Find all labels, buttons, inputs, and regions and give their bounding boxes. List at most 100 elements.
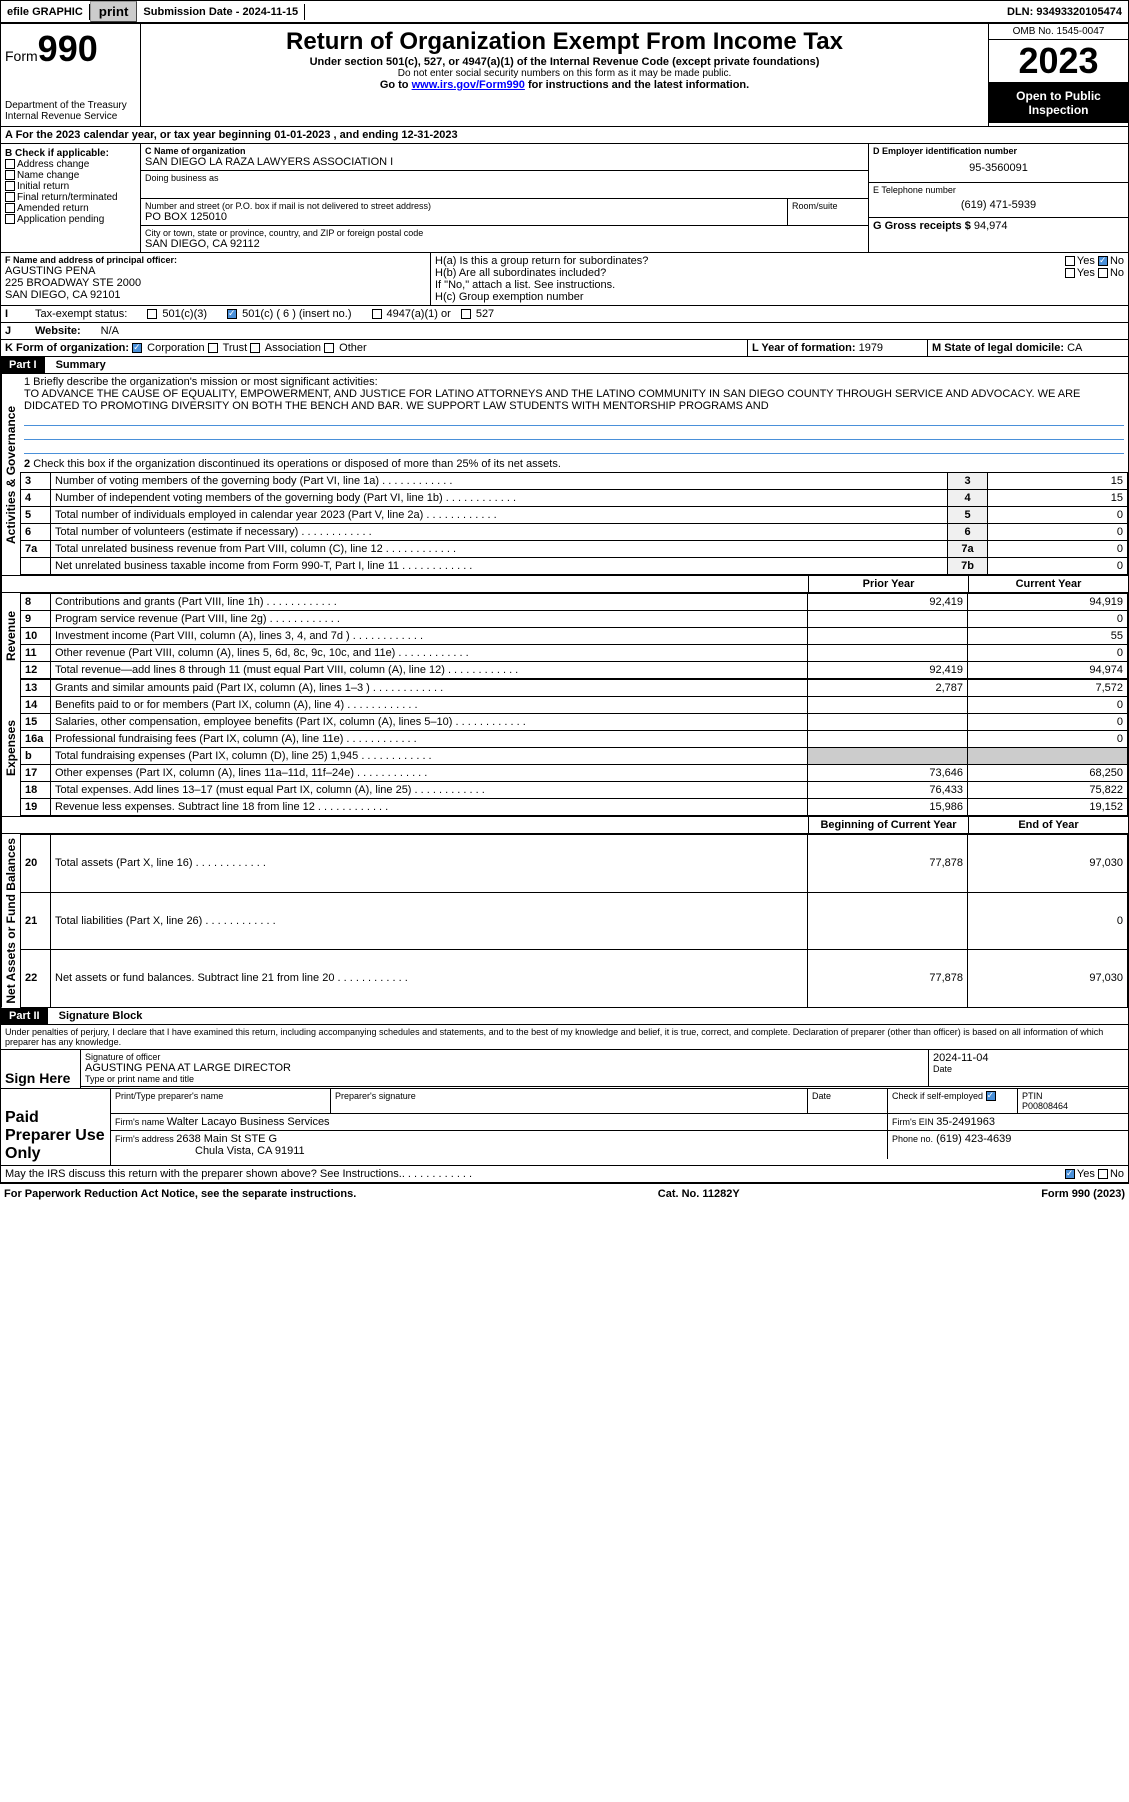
open-inspection: Open to Public Inspection [989, 83, 1128, 123]
goto-pre: Go to [380, 79, 412, 91]
prep-name-label: Print/Type preparer's name [111, 1089, 331, 1113]
dln: DLN: 93493320105474 [1001, 4, 1128, 20]
line-a-taxyear: A For the 2023 calendar year, or tax yea… [1, 127, 1128, 144]
year-formation: 1979 [859, 342, 883, 354]
box-b-label: B Check if applicable: [5, 148, 136, 159]
chk-4947[interactable] [372, 309, 382, 319]
chk-pending[interactable] [5, 214, 15, 224]
end-year-hdr: End of Year [968, 817, 1128, 833]
beg-year-hdr: Beginning of Current Year [808, 817, 968, 833]
hb-no[interactable] [1098, 268, 1108, 278]
check-se: Check if self-employed [892, 1091, 983, 1101]
vert-governance: Activities & Governance [1, 374, 20, 575]
discuss-yes[interactable] [1065, 1169, 1075, 1179]
box-d-label: D Employer identification number [873, 146, 1124, 156]
prep-sig-label: Preparer's signature [331, 1089, 808, 1113]
ptin: P00808464 [1022, 1101, 1124, 1111]
chk-corp[interactable] [132, 343, 142, 353]
box-m-label: M State of legal domicile: [932, 342, 1064, 354]
discuss-no[interactable] [1098, 1169, 1108, 1179]
sig-type: Type or print name and title [85, 1074, 924, 1084]
ein: 95-3560091 [873, 156, 1124, 180]
subtitle-1: Under section 501(c), 527, or 4947(a)(1)… [145, 56, 984, 68]
website: N/A [101, 325, 119, 337]
form-990: Form990 Department of the Treasury Inter… [0, 23, 1129, 1184]
h-a: H(a) Is this a group return for subordin… [435, 255, 1065, 267]
sig-name: AGUSTING PENA AT LARGE DIRECTOR [85, 1062, 924, 1074]
gross-receipts: 94,974 [974, 220, 1008, 232]
expenses-table: 13Grants and similar amounts paid (Part … [20, 679, 1128, 816]
chk-initial[interactable] [5, 181, 15, 191]
ha-no[interactable] [1098, 256, 1108, 266]
org-city: SAN DIEGO, CA 92112 [145, 238, 864, 250]
addr-label: Number and street (or P.O. box if mail i… [145, 201, 783, 211]
h-b: H(b) Are all subordinates included? [435, 267, 1065, 279]
chk-501c3[interactable] [147, 309, 157, 319]
chk-527[interactable] [461, 309, 471, 319]
h-c: H(c) Group exemption number [435, 291, 1124, 303]
mission-label: 1 Briefly describe the organization's mi… [24, 376, 1124, 388]
prior-year-hdr: Prior Year [808, 576, 968, 592]
irs-link[interactable]: www.irs.gov/Form990 [412, 79, 525, 91]
chk-name[interactable] [5, 170, 15, 180]
box-k-label: K Form of organization: [5, 342, 129, 354]
sig-label: Signature of officer [85, 1052, 924, 1062]
officer-addr2: SAN DIEGO, CA 92101 [5, 289, 426, 301]
h-note: If "No," attach a list. See instructions… [435, 279, 1124, 291]
room-label: Room/suite [788, 199, 868, 225]
form-label: Form [5, 48, 38, 64]
chk-other[interactable] [324, 343, 334, 353]
print-button[interactable]: print [90, 1, 138, 22]
box-j-label: Website: [35, 325, 81, 337]
netassets-table: 20Total assets (Part X, line 16)77,87897… [20, 834, 1128, 1008]
box-c-label: C Name of organization [145, 146, 864, 156]
part1-title: Summary [48, 359, 106, 371]
governance-table: 3Number of voting members of the governi… [20, 472, 1128, 575]
efile-bar: efile GRAPHIC print Submission Date - 20… [0, 0, 1129, 23]
firm-phone-label: Phone no. [892, 1134, 933, 1144]
box-b: B Check if applicable: Address change Na… [1, 144, 141, 252]
chk-self-employed[interactable] [986, 1091, 996, 1101]
prep-date-label: Date [808, 1089, 888, 1113]
form-header: Form990 Department of the Treasury Inter… [1, 24, 1128, 127]
tax-year: 2023 [989, 40, 1128, 83]
city-label: City or town, state or province, country… [145, 228, 864, 238]
omb-number: OMB No. 1545-0047 [989, 24, 1128, 40]
submission-date: Submission Date - 2024-11-15 [137, 4, 305, 20]
hb-yes[interactable] [1065, 268, 1075, 278]
chk-assoc[interactable] [250, 343, 260, 353]
officer-name: AGUSTING PENA [5, 265, 426, 277]
discuss-text: May the IRS discuss this return with the… [5, 1168, 402, 1180]
box-g-label: G Gross receipts $ [873, 220, 971, 232]
domicile: CA [1067, 342, 1082, 354]
ptin-label: PTIN [1022, 1091, 1124, 1101]
ha-yes[interactable] [1065, 256, 1075, 266]
cat-no: Cat. No. 11282Y [658, 1188, 740, 1200]
chk-501c[interactable] [227, 309, 237, 319]
box-e-label: E Telephone number [873, 185, 1124, 195]
sig-date: 2024-11-04 [933, 1052, 1124, 1064]
firm-name: Walter Lacayo Business Services [167, 1116, 330, 1128]
chk-final[interactable] [5, 192, 15, 202]
chk-address[interactable] [5, 159, 15, 169]
line2: Check this box if the organization disco… [33, 458, 561, 470]
form-title: Return of Organization Exempt From Incom… [145, 28, 984, 56]
subtitle-2: Do not enter social security numbers on … [145, 68, 984, 79]
perjury-text: Under penalties of perjury, I declare th… [1, 1025, 1128, 1049]
org-name: SAN DIEGO LA RAZA LAWYERS ASSOCIATION I [145, 156, 864, 168]
firm-name-label: Firm's name [115, 1117, 167, 1127]
dba-label: Doing business as [145, 173, 864, 183]
part1-header: Part I [1, 357, 45, 373]
chk-trust[interactable] [208, 343, 218, 353]
phone: (619) 471-5939 [873, 195, 1124, 215]
chk-amended[interactable] [5, 203, 15, 213]
part2-header: Part II [1, 1008, 48, 1024]
firm-phone: (619) 423-4639 [936, 1133, 1011, 1145]
firm-addr1: 2638 Main St STE G [176, 1133, 277, 1145]
vert-netassets: Net Assets or Fund Balances [1, 834, 20, 1008]
box-f-label: F Name and address of principal officer: [5, 255, 426, 265]
paid-preparer: Paid Preparer Use Only [1, 1089, 111, 1165]
goto-post: for instructions and the latest informat… [525, 79, 749, 91]
part2-title: Signature Block [51, 1010, 143, 1022]
firm-addr-label: Firm's address [115, 1134, 176, 1144]
